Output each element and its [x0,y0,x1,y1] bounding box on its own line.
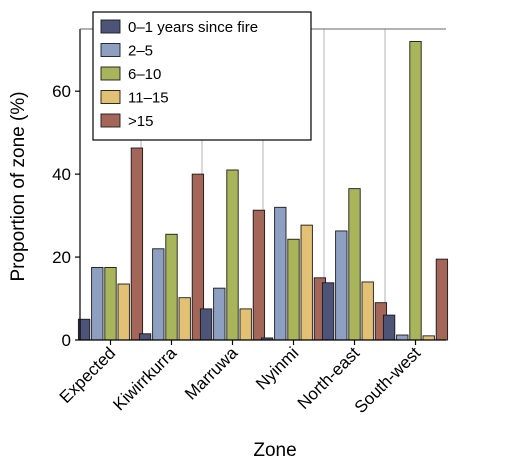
bar [287,238,300,341]
bar [91,266,104,341]
bar [178,297,191,341]
bar [213,287,226,341]
bar [199,308,213,341]
bar [435,258,449,341]
legend-swatch [100,19,121,34]
bar [382,314,396,341]
y-tick-label: 60 [52,82,71,101]
bar [348,188,361,341]
bar [152,248,165,341]
legend-swatch [100,43,121,57]
bar [335,230,348,341]
y-tick-label: 20 [52,248,71,267]
legend: 0–1 years since fire 2–5 6–10 11–15 >15 [92,11,312,141]
bar [361,281,374,341]
bar [409,40,422,341]
legend-box [92,11,312,141]
x-axis-title: Zone [253,440,296,461]
x-tick-label: Marruwa [181,343,242,404]
legend-swatch [100,113,121,128]
bar [396,334,409,341]
legend-label: 6–10 [128,66,161,83]
legend-label: 11–15 [128,90,169,107]
legend-label: 2–5 [128,43,153,60]
bar [321,282,335,341]
y-axis-title: Proportion of zone (%) [8,91,29,281]
legend-swatch [100,90,121,104]
legend-swatch [100,66,121,81]
bar [274,206,287,341]
bar [117,283,130,341]
bar [300,224,313,341]
bar [138,333,152,341]
bar [226,169,239,341]
x-tick-label: Expected [56,343,120,407]
bar [165,233,178,341]
x-tick-label: Nyinmi [252,343,302,393]
x-tick-label: South-west [351,343,425,417]
y-tick-label: 40 [52,165,71,184]
legend-label: >15 [128,113,153,130]
bar [422,335,435,341]
bar [130,147,144,341]
legend-label: 0–1 years since fire [128,19,258,36]
y-tick-label: 0 [62,331,71,350]
bar [239,308,252,341]
bar [252,209,266,341]
x-tick-label: Kiwirrkurra [109,343,180,414]
y-ticks: 0 20 40 60 [52,82,80,350]
bars [77,40,449,341]
bar [104,266,117,341]
